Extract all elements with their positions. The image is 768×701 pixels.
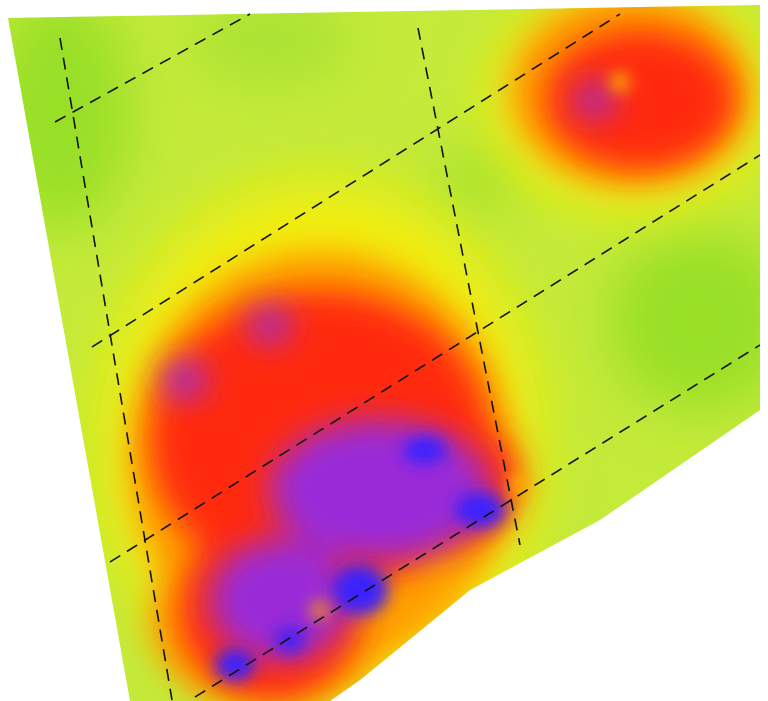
hot-spots [311,72,630,619]
blue-zones [215,436,505,681]
grid-line [194,344,761,698]
grid-line [59,37,173,701]
grid-line [109,154,761,563]
grid-lines [54,13,761,701]
grid-line [417,27,521,546]
grid-line [54,13,251,123]
grid-line [91,13,621,348]
